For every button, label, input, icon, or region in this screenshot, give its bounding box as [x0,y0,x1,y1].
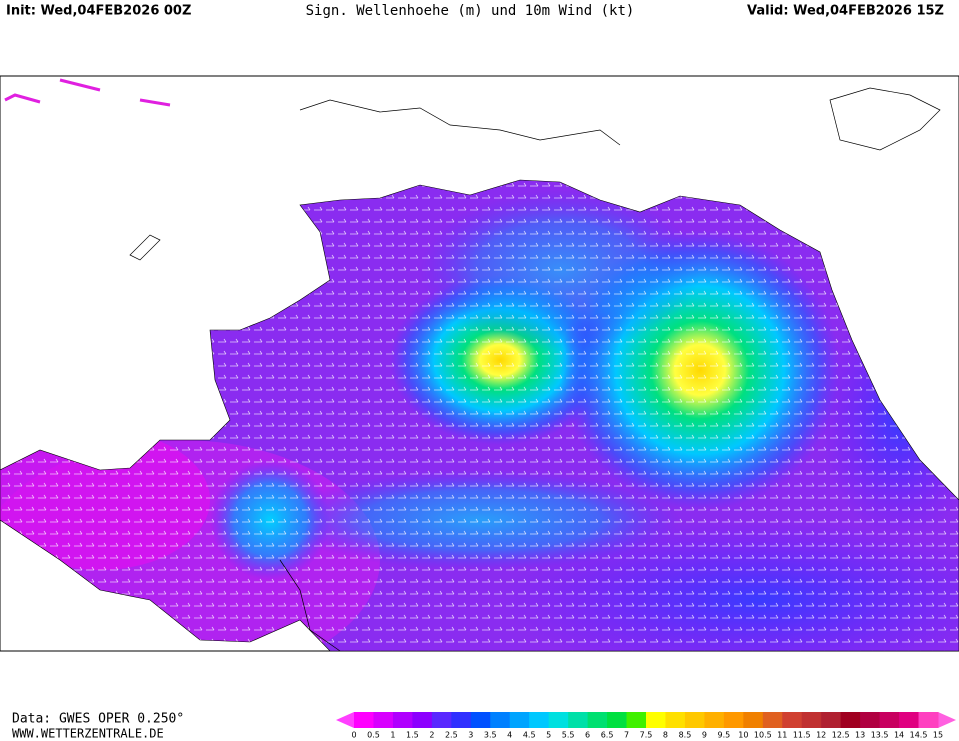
colorbar-segment [684,712,705,728]
colorbar-label: 4.5 [523,731,536,740]
colorbar-segment [607,712,628,728]
valid-time: Valid: Wed,04FEB2026 15Z [747,4,944,19]
colorbar-label: 12.5 [832,731,850,740]
colorbar-label: 15 [933,731,943,740]
colorbar-label: 12 [816,731,826,740]
colorbar-label: 13 [855,731,865,740]
colorbar-segment [451,712,472,728]
colorbar-segment [762,712,783,728]
colorbar-label: 8.5 [679,731,692,740]
colorbar-label: 6.5 [601,731,614,740]
colorbar-label: 5 [546,731,551,740]
colorbar-segment [587,712,608,728]
colorbar-label: 10.5 [754,731,772,740]
website: WWW.WETTERZENTRALE.DE [12,727,164,741]
colorbar-label: 6 [585,731,590,740]
colorbar-label: 13.5 [871,731,889,740]
colorbar-label: 8 [663,731,668,740]
colorbar-label: 11 [777,731,787,740]
map [0,75,959,652]
colorbar-label: 3 [468,731,473,740]
colorbar-segment [626,712,647,728]
colorbar-label: 14.5 [910,731,928,740]
colorbar-segment [354,712,374,728]
colorbar-label: 7 [624,731,629,740]
map-title: Sign. Wellenhoehe (m) und 10m Wind (kt) [306,3,635,19]
init-time: Init: Wed,04FEB2026 00Z [6,4,191,19]
colorbar-segment [470,712,491,728]
colorbar-segment [412,712,433,728]
colorbar-segment [704,712,725,728]
colorbar-segment [782,712,803,728]
colorbar-label: 0 [351,731,356,740]
colorbar-label: 3.5 [484,731,497,740]
colorbar-label: 1 [390,731,395,740]
colorbar-segment [568,712,589,728]
colorbar: 0 0.5 1 1.5 2 2.5 3 3.5 4 4.5 5 5.5 6 6.5 7 7.5 8 8.5 9 9.5… [336,712,956,740]
colorbar-label: 2 [429,731,434,740]
colorbar-segment [821,712,842,728]
colorbar-segment [509,712,530,728]
colorbar-label: 14 [894,731,904,740]
colorbar-label: 11.5 [793,731,811,740]
colorbar-label: 10 [738,731,748,740]
colorbar-over [938,712,956,728]
colorbar-segment [646,712,666,728]
colorbar-label: 0.5 [367,731,380,740]
colorbar-segment [373,712,394,728]
colorbar-segment [899,712,920,728]
colorbar-segment [548,712,569,728]
colorbar-segment [840,712,861,728]
colorbar-label: 2.5 [445,731,458,740]
colorbar-segment [665,712,686,728]
colorbar-label: 5.5 [562,731,575,740]
colorbar-segment [918,712,939,728]
colorbar-segment [490,712,511,728]
colorbar-segment [723,712,744,728]
colorbar-segment [860,712,881,728]
colorbar-label: 7.5 [640,731,653,740]
colorbar-segment [879,712,900,728]
data-source: Data: GWES OPER 0.250° [12,712,184,727]
colorbar-segment [743,712,764,728]
colorbar-under [336,712,354,728]
colorbar-label: 4 [507,731,512,740]
colorbar-segment [431,712,452,728]
colorbar-label: 9.5 [717,731,730,740]
colorbar-segment [801,712,822,728]
colorbar-segment [529,712,550,728]
colorbar-segment [392,712,413,728]
colorbar-label: 1.5 [406,731,419,740]
colorbar-label: 9 [702,731,707,740]
